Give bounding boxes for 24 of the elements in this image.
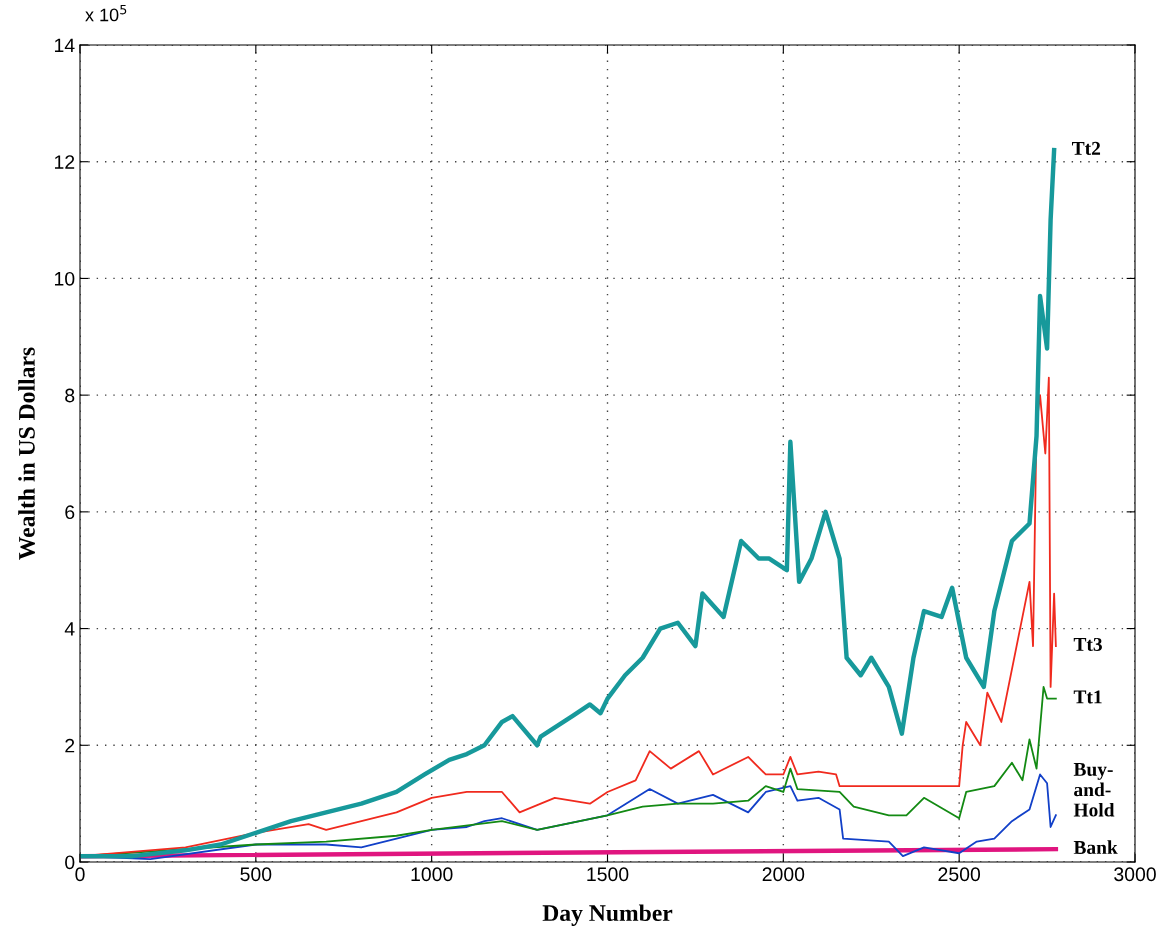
x-tick-label: 2500 bbox=[938, 867, 981, 882]
y-tick-label: 10 bbox=[55, 271, 75, 286]
y-tick-label: 4 bbox=[64, 622, 75, 636]
text: x 10$^{5}$ bbox=[85, 5, 127, 22]
x-tick-label: 1500 bbox=[587, 867, 629, 882]
series-label: Bank bbox=[1073, 840, 1118, 855]
series-label: Tt2 bbox=[1072, 141, 1101, 155]
x-tick-label: 1000 bbox=[411, 867, 453, 882]
y-tick-label: 8 bbox=[65, 388, 75, 403]
y-tick-label: 12 bbox=[55, 155, 75, 169]
series-label: Tt1 bbox=[1073, 690, 1102, 704]
x-axis-title: Day Number bbox=[542, 904, 673, 926]
y-tick-label: 6 bbox=[65, 505, 75, 520]
series-label: Tt3 bbox=[1073, 637, 1102, 651]
x-tick-label: 3000 bbox=[1114, 867, 1156, 882]
y-tick-label: 14 bbox=[55, 38, 75, 53]
y-tick-label: 0 bbox=[65, 855, 75, 870]
x-tick-label: 500 bbox=[240, 867, 272, 882]
y-tick-label: 2 bbox=[65, 738, 75, 753]
x-tick-label: 2000 bbox=[762, 867, 805, 882]
y-axis-title: Wealth in US Dollars bbox=[18, 347, 35, 560]
line-series bbox=[80, 147, 1057, 859]
x-tick-label: 0 bbox=[75, 867, 85, 882]
series-label: Buy- and- Hold bbox=[1073, 762, 1115, 817]
